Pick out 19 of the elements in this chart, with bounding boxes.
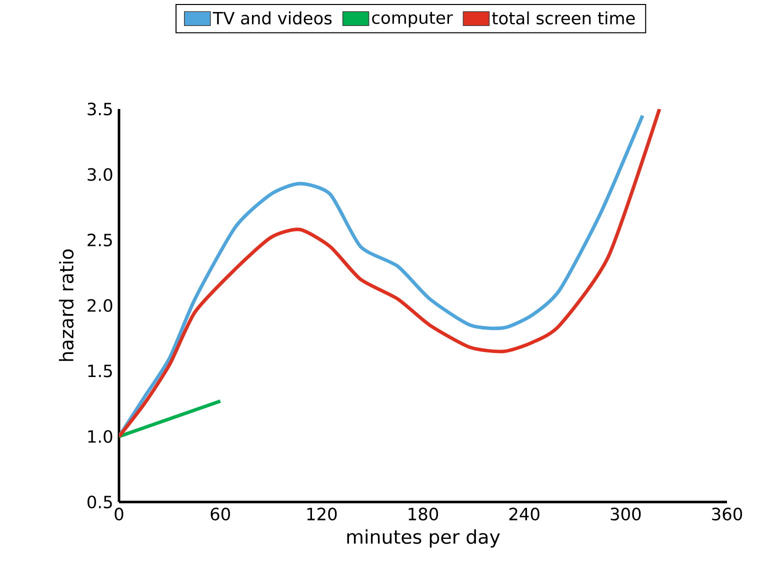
y-tick-label: 2.5	[88, 234, 112, 246]
x-tick-label: 0	[114, 508, 124, 520]
x-tick-label: 180	[408, 508, 438, 520]
x-tick-label: 120	[307, 508, 337, 520]
x-tick-label: 300	[610, 508, 641, 520]
x-tick-label: 360	[712, 508, 742, 520]
x-tick-label: 240	[509, 508, 540, 520]
x-tick-label: 60	[210, 508, 230, 520]
y-tick-label: 1.0	[88, 430, 112, 443]
y-tick-label: 0.5	[88, 496, 112, 508]
y-tick-label: 3.0	[88, 168, 112, 181]
y-tick-label: 2.0	[88, 299, 112, 312]
x-axis-title: minutes per day	[347, 529, 500, 548]
y-axis-title: hazard ratio	[58, 249, 74, 361]
y-tick-label: 3.5	[88, 102, 112, 116]
legend-label: TV and videos	[212, 11, 332, 25]
y-tick-label: 1.5	[88, 364, 112, 378]
legend-label: total screen time	[492, 11, 635, 25]
legend-label: computer	[372, 12, 453, 28]
